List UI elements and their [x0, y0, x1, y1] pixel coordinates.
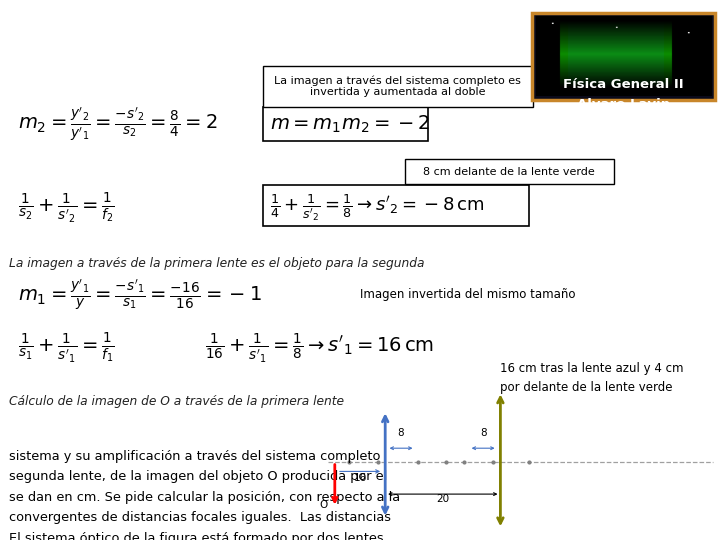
Text: 8 cm delante de la lente verde: 8 cm delante de la lente verde: [423, 167, 595, 177]
FancyBboxPatch shape: [263, 185, 529, 226]
Text: El sistema óptico de la figura está formado por dos lentes: El sistema óptico de la figura está form…: [9, 532, 383, 540]
Text: $\frac{1}{s_{1}}+\frac{1}{s'_{1}}=\frac{1}{f_{1}}$: $\frac{1}{s_{1}}+\frac{1}{s'_{1}}=\frac{…: [18, 332, 115, 365]
FancyBboxPatch shape: [405, 159, 614, 184]
Text: se dan en cm. Se pide calcular la posición, con respecto a la: se dan en cm. Se pide calcular la posici…: [9, 491, 400, 504]
Text: Imagen invertida del mismo tamaño: Imagen invertida del mismo tamaño: [360, 288, 575, 301]
Text: La imagen a través del sistema completo es
invertida y aumentada al doble: La imagen a través del sistema completo …: [274, 76, 521, 97]
Text: 16 cm tras la lente azul y 4 cm
por delante de la lente verde: 16 cm tras la lente azul y 4 cm por dela…: [500, 362, 684, 394]
Text: La imagen a través de la primera lente es el objeto para la segunda: La imagen a través de la primera lente e…: [9, 256, 424, 269]
Text: $m=m_{1}m_{2}=-2$: $m=m_{1}m_{2}=-2$: [270, 113, 430, 135]
Text: Cálculo de la imagen de O a través de la primera lente: Cálculo de la imagen de O a través de la…: [9, 395, 343, 408]
Text: $m_{2}=\frac{y'_{2}}{y'_{1}}=\frac{-s'_{2}}{s_{2}}=\frac{8}{4}=2$: $m_{2}=\frac{y'_{2}}{y'_{1}}=\frac{-s'_{…: [18, 105, 217, 143]
Text: $\frac{1}{4}+\frac{1}{s'_{2}}=\frac{1}{8}\rightarrow s'_{2}=-8\,\rm{cm}$: $\frac{1}{4}+\frac{1}{s'_{2}}=\frac{1}{8…: [270, 193, 485, 223]
FancyBboxPatch shape: [263, 107, 428, 141]
Text: $m_{1}=\frac{y'_{1}}{y}=\frac{-s'_{1}}{s_{1}}=\frac{-16}{16}=-1$: $m_{1}=\frac{y'_{1}}{y}=\frac{-s'_{1}}{s…: [18, 277, 262, 312]
Text: convergentes de distancias focales iguales.  Las distancias: convergentes de distancias focales igual…: [9, 511, 391, 524]
FancyBboxPatch shape: [532, 13, 715, 100]
Text: 20: 20: [436, 494, 449, 504]
Text: Física General II
Alvaro Lavin: Física General II Alvaro Lavin: [563, 78, 684, 111]
Text: 16: 16: [354, 472, 366, 483]
Text: segunda lente, de la imagen del objeto O producida por el: segunda lente, de la imagen del objeto O…: [9, 470, 387, 483]
Text: O: O: [320, 500, 328, 510]
Text: sistema y su amplificación a través del sistema completo: sistema y su amplificación a través del …: [9, 450, 380, 463]
FancyBboxPatch shape: [263, 66, 533, 107]
Text: 8: 8: [480, 428, 487, 438]
Text: 8: 8: [397, 428, 405, 438]
Text: $\frac{1}{16}+\frac{1}{s'_{1}}=\frac{1}{8}\rightarrow s'_{1}=16\,\rm{cm}$: $\frac{1}{16}+\frac{1}{s'_{1}}=\frac{1}{…: [205, 332, 434, 365]
Text: $\frac{1}{s_{2}}+\frac{1}{s'_{2}}=\frac{1}{f_{2}}$: $\frac{1}{s_{2}}+\frac{1}{s'_{2}}=\frac{…: [18, 191, 115, 225]
